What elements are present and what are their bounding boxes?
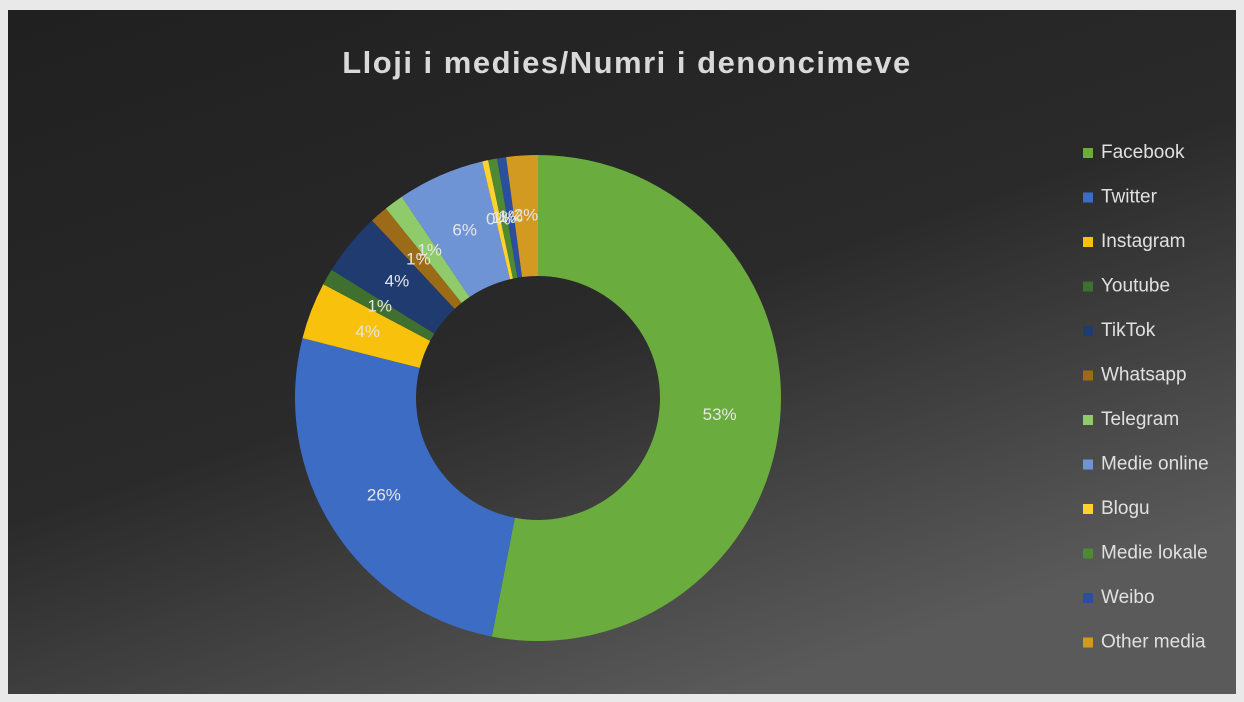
legend-label: Medie online	[1101, 454, 1209, 475]
legend-label: Other media	[1101, 632, 1206, 653]
donut-slice	[491, 155, 782, 641]
legend-label: Whatsapp	[1101, 365, 1187, 386]
legend-swatch	[1083, 637, 1093, 648]
donut-slice	[385, 196, 470, 303]
legend-swatch	[1083, 504, 1093, 514]
legend-label: Instagram	[1101, 231, 1185, 252]
data-label: 1%	[406, 250, 431, 269]
legend-label: Blogu	[1101, 498, 1150, 519]
donut-slice	[331, 220, 455, 334]
donut-slice	[482, 160, 513, 280]
donut-slice	[372, 208, 462, 309]
donut-slice	[506, 155, 538, 278]
donut-slice	[401, 161, 510, 297]
data-label: 6%	[452, 220, 477, 239]
donut-slice	[295, 338, 515, 637]
legend-label: Youtube	[1101, 276, 1170, 297]
legend-swatch	[1083, 593, 1093, 603]
legend-swatch	[1083, 548, 1093, 559]
donut-slice	[497, 157, 522, 278]
legend-swatch	[1083, 192, 1093, 203]
data-label: 1%	[367, 297, 392, 316]
legend-swatch	[1083, 415, 1093, 425]
chart-title: Lloji i medies/Numri i denoncimeve	[342, 45, 912, 80]
legend-swatch	[1083, 326, 1093, 336]
data-label: 26%	[367, 485, 401, 504]
legend-label: Facebook	[1101, 142, 1185, 163]
donut-slice	[323, 269, 435, 341]
legend-label: Twitter	[1101, 187, 1158, 208]
legend-label: Weibo	[1101, 587, 1155, 608]
legend-swatch	[1083, 148, 1093, 158]
legend-label: Medie lokale	[1101, 543, 1208, 564]
legend-label: Telegram	[1101, 409, 1179, 430]
data-label: 4%	[385, 272, 410, 291]
donut-slice	[302, 284, 431, 368]
data-label: 1%	[417, 241, 442, 260]
legend-label: TikTok	[1101, 320, 1156, 341]
data-label: 2%	[514, 205, 539, 224]
legend-swatch	[1083, 370, 1093, 381]
legend-swatch	[1083, 281, 1093, 292]
donut-slice	[488, 158, 518, 279]
legend-swatch	[1083, 237, 1093, 247]
legend-swatch	[1083, 459, 1093, 470]
data-label: 4%	[355, 322, 380, 341]
data-label: 53%	[703, 405, 737, 424]
data-label: 1%	[492, 208, 517, 227]
data-label: 0%	[486, 209, 511, 228]
data-label: 1%	[498, 207, 523, 226]
